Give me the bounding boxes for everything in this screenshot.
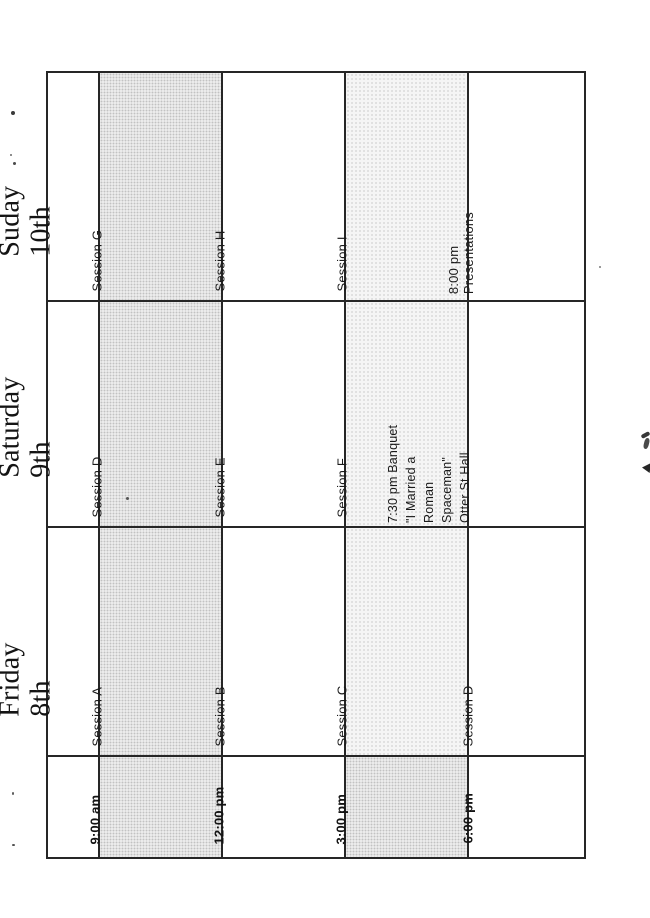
scan-artifact	[12, 792, 14, 795]
cell-friday-9am: Session A	[89, 526, 221, 755]
session-d-fri-label: Session D	[460, 685, 476, 747]
scan-artifact	[13, 162, 16, 165]
cell-saturday-9am: Session D	[89, 300, 221, 526]
scan-artifact	[642, 437, 650, 450]
scan-artifact	[10, 154, 12, 156]
cell-sunday-9am: Session G	[89, 73, 221, 300]
cell-saturday-6pm: 7:30 pm Banquet "I Married a Roman Space…	[386, 300, 584, 526]
saturday-header-label: Saturday 9th	[0, 376, 57, 478]
time-cell-3pm: 3:00 pm	[333, 755, 467, 857]
time-cell-9am: 9:00 am	[87, 755, 221, 857]
friday-header-cell: Friday 8th	[0, 526, 98, 755]
session-e-label: Session E	[212, 457, 228, 518]
scan-artifact	[126, 497, 129, 500]
sunday-header-label: Suday 10th	[0, 186, 57, 257]
cell-sunday-3pm: Session I	[334, 73, 467, 300]
session-g-label: Session G	[89, 230, 105, 292]
cell-sunday-6pm: 8:00 pm Presentations	[446, 73, 584, 300]
session-a-label: Session A	[89, 687, 105, 747]
cell-friday-6pm: Session D	[460, 526, 584, 755]
cell-sunday-12pm: Session H	[212, 73, 344, 300]
time-label-12pm: 12:00 pm	[211, 787, 227, 845]
banquet-label: 7:30 pm Banquet "I Married a Roman Space…	[386, 424, 472, 523]
session-h-label: Session H	[212, 230, 228, 292]
scan-artifact	[12, 844, 15, 846]
cell-friday-12pm: Session B	[212, 526, 344, 755]
time-label-3pm: 3:00 pm	[333, 794, 349, 845]
cell-friday-3pm: Session C	[334, 526, 467, 755]
session-b-label: Session B	[212, 686, 228, 747]
session-d-sat-label: Session D	[89, 456, 105, 518]
presentations-label: 8:00 pm Presentations	[445, 211, 476, 294]
session-i-label: Session I	[334, 236, 350, 292]
time-label-9am: 9:00 am	[87, 795, 103, 845]
schedule-table: Suday 10th Session G Session H Session I…	[0, 71, 586, 859]
time-cell-6pm: 6:00 pm	[460, 755, 584, 857]
session-c-label: Session C	[334, 685, 350, 747]
sunday-header-cell: Suday 10th	[0, 73, 98, 300]
time-cell-12pm: 12:00 pm	[211, 755, 344, 857]
session-f-label: Session F	[334, 458, 350, 518]
friday-header-label: Friday 8th	[0, 642, 57, 717]
cell-saturday-12pm: Session E	[212, 300, 344, 526]
scan-artifact	[11, 111, 15, 115]
corner-cell	[48, 755, 98, 857]
saturday-header-cell: Saturday 9th	[0, 300, 98, 526]
scan-artifact	[642, 463, 650, 473]
scan-artifact	[599, 266, 601, 268]
cell-saturday-3pm: Session F	[334, 300, 467, 526]
time-label-6pm: 6:00 pm	[460, 793, 476, 844]
